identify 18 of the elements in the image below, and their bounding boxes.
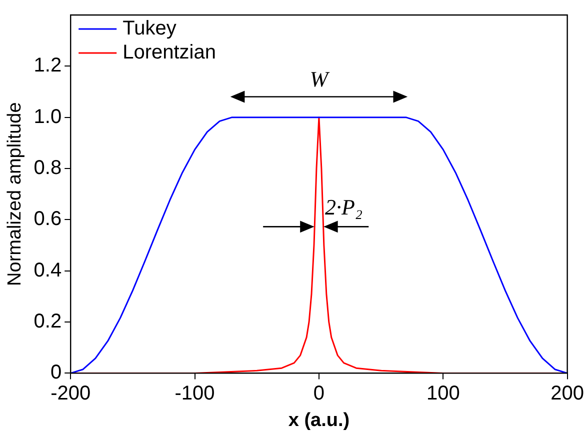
- annotation: 2·P₂: [325, 194, 363, 220]
- y-tick-label: 0: [50, 362, 62, 384]
- y-tick-label: 1.0: [34, 106, 62, 128]
- x-tick-label: -200: [50, 382, 91, 405]
- legend-label: Lorentzian: [122, 42, 216, 64]
- y-tick-label: 0.6: [34, 208, 62, 230]
- annotation: W: [310, 66, 330, 92]
- legend-label: Tukey: [122, 18, 176, 40]
- x-tick-label: 100: [426, 382, 460, 405]
- y-axis-title: Normalized amplitude: [4, 102, 26, 286]
- y-tick-label: 0.2: [34, 310, 62, 333]
- y-tick-label: 0.8: [34, 157, 62, 180]
- x-tick-label: 0: [313, 382, 325, 405]
- x-axis-title: x (a.u.): [288, 410, 350, 431]
- x-tick-label: 200: [550, 382, 584, 405]
- y-tick-label: 1.2: [34, 54, 62, 77]
- y-tick-label: 0.4: [34, 259, 62, 282]
- x-tick-label: -100: [174, 382, 215, 405]
